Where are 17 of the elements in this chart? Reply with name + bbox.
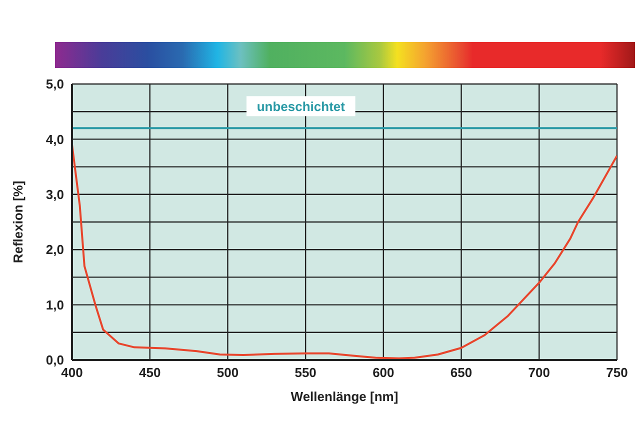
y-tick-label: 3,0 — [46, 187, 64, 202]
x-tick-label: 600 — [372, 365, 394, 380]
ref-line-label: unbeschichtet — [256, 99, 346, 114]
x-tick-label: 450 — [139, 365, 161, 380]
y-tick-label: 2,0 — [46, 242, 64, 258]
y-tick-label: 1,0 — [46, 297, 64, 312]
x-tick-label: 750 — [606, 365, 628, 380]
y-tick-label: 0,0 — [46, 352, 64, 368]
x-axis-title: Wellenlänge [nm] — [290, 389, 398, 404]
x-tick-label: 400 — [61, 365, 83, 380]
x-tick-label: 550 — [294, 365, 316, 380]
y-tick-label: 5,0 — [46, 76, 64, 92]
x-tick-label: 700 — [528, 365, 550, 380]
x-tick-label: 650 — [450, 365, 472, 380]
x-tick-label: 500 — [216, 365, 239, 380]
y-axis-title: Reflexion [%] — [10, 180, 26, 264]
y-tick-label: 4,0 — [46, 132, 64, 147]
